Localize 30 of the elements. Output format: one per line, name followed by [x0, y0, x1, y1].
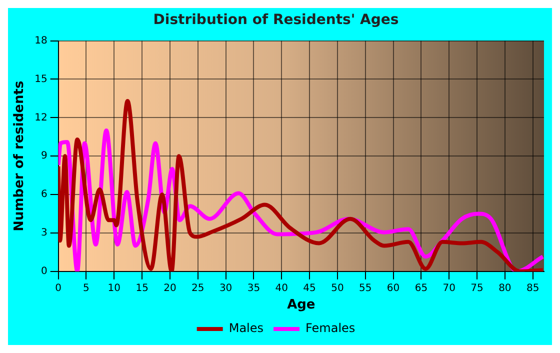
chart-title: Distribution of Residents' Ages [153, 12, 399, 28]
x-tick-label: 70 [442, 282, 456, 294]
x-tick-label: 35 [247, 282, 260, 294]
y-axis-title: Number of residents [12, 80, 28, 232]
x-tick-label: 30 [219, 282, 232, 294]
y-tick-label: 18 [34, 35, 48, 46]
x-tick-label: 5 [83, 282, 90, 294]
y-tick-label: 9 [40, 150, 48, 162]
legend-label: Females [306, 321, 356, 336]
x-tick-label: 80 [498, 282, 512, 294]
x-tick-label: 10 [108, 282, 121, 294]
x-tick-label: 45 [303, 282, 316, 294]
y-tick-label: 15 [34, 74, 48, 85]
x-tick-label: 25 [192, 282, 204, 294]
legend-label: Males [228, 321, 264, 336]
x-tick-label: 65 [414, 282, 428, 294]
x-tick-label: 50 [331, 282, 344, 294]
x-tick-label: 40 [275, 282, 288, 294]
x-tick-label: 20 [164, 282, 176, 294]
x-tick-label: 15 [136, 282, 148, 294]
y-tick-label: 0 [40, 266, 48, 277]
x-tick-label: 55 [358, 282, 372, 294]
x-tick-label: 0 [55, 282, 62, 294]
x-axis-title: Age [287, 298, 316, 313]
y-tick-label: 6 [40, 189, 48, 200]
x-tick-label: 75 [470, 282, 484, 294]
y-tick-label: 3 [40, 228, 48, 239]
x-tick-label: 60 [386, 282, 400, 294]
x-tick-label: 85 [526, 282, 540, 294]
y-tick-label: 12 [34, 112, 48, 124]
